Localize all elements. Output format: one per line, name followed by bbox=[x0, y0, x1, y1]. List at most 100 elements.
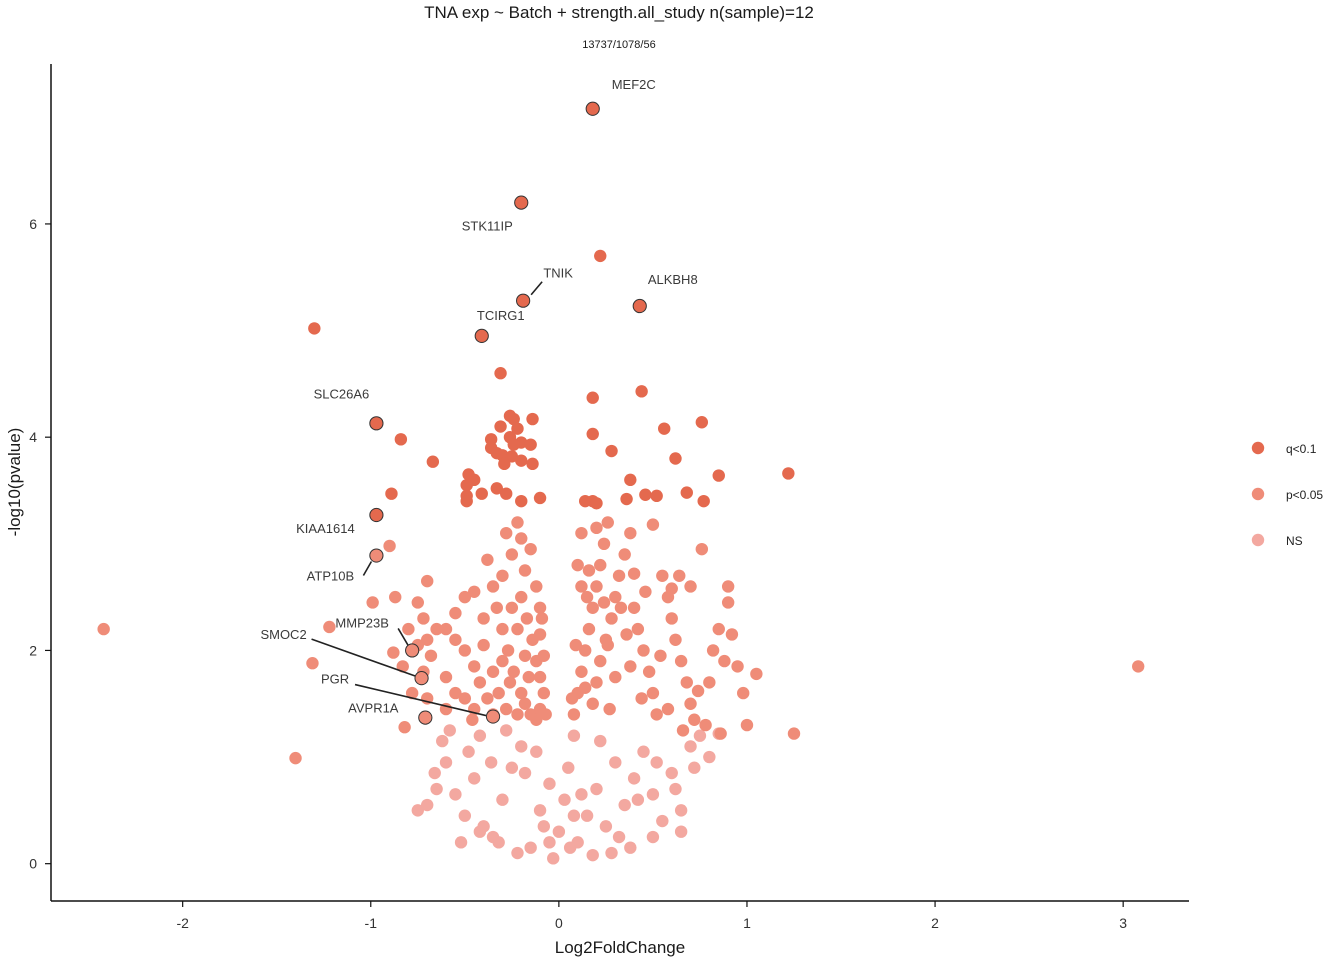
data-point bbox=[518, 649, 532, 662]
data-point bbox=[624, 526, 637, 540]
y-axis-label: -log10(pvalue) bbox=[5, 428, 24, 537]
data-point bbox=[669, 452, 682, 465]
data-point bbox=[518, 564, 532, 577]
x-tick-label: -2 bbox=[176, 915, 189, 931]
data-point bbox=[420, 633, 434, 646]
data-point bbox=[511, 516, 524, 529]
data-point bbox=[505, 761, 519, 774]
data-point bbox=[586, 391, 599, 404]
data-point bbox=[411, 804, 424, 817]
data-point bbox=[496, 569, 509, 582]
data-point bbox=[530, 713, 543, 726]
data-point bbox=[680, 486, 693, 499]
data-point bbox=[430, 622, 443, 636]
data-point bbox=[511, 622, 524, 636]
data-point bbox=[575, 665, 588, 678]
data-point bbox=[731, 660, 744, 673]
labeled-gene-point bbox=[369, 416, 384, 431]
data-point bbox=[289, 751, 302, 765]
data-point bbox=[665, 766, 678, 780]
x-axis-ticks: -2 -1 0 1 2 3 bbox=[176, 901, 1127, 931]
data-point bbox=[533, 601, 547, 614]
labeled-gene-point bbox=[418, 710, 433, 725]
data-point bbox=[631, 793, 645, 806]
data-point bbox=[500, 702, 513, 716]
callout-line bbox=[354, 683, 487, 717]
data-point bbox=[680, 676, 693, 689]
data-point bbox=[605, 444, 618, 458]
legend-label-p: p<0.05 bbox=[1286, 488, 1323, 502]
data-point bbox=[490, 601, 503, 614]
data-point bbox=[620, 628, 633, 641]
data-point bbox=[699, 718, 712, 732]
data-point bbox=[695, 542, 709, 556]
data-point bbox=[385, 487, 398, 500]
data-point bbox=[627, 567, 641, 580]
callout-line bbox=[311, 638, 416, 677]
labeled-gene-point bbox=[414, 671, 429, 686]
data-point bbox=[428, 766, 441, 780]
data-point bbox=[691, 684, 705, 698]
data-point bbox=[477, 638, 490, 652]
data-point bbox=[594, 654, 607, 668]
data-point bbox=[500, 487, 513, 500]
data-point bbox=[458, 590, 472, 604]
data-point bbox=[524, 542, 537, 556]
data-point bbox=[646, 686, 660, 700]
data-point bbox=[646, 830, 660, 844]
data-point bbox=[439, 670, 453, 684]
data-point bbox=[533, 491, 547, 505]
y-tick-label: 2 bbox=[29, 642, 37, 658]
data-point bbox=[575, 788, 588, 801]
data-point bbox=[614, 601, 628, 614]
data-point bbox=[537, 820, 551, 833]
data-point bbox=[580, 590, 594, 604]
gene-label: AVPR1A bbox=[348, 701, 399, 716]
data-point bbox=[688, 761, 701, 774]
data-point bbox=[721, 596, 735, 609]
data-point bbox=[624, 473, 637, 487]
data-point bbox=[515, 532, 528, 545]
legend-swatch-p bbox=[1251, 487, 1265, 501]
data-point bbox=[484, 756, 498, 769]
callout-line bbox=[362, 561, 373, 576]
data-point bbox=[543, 777, 556, 790]
data-point bbox=[535, 612, 549, 625]
data-point bbox=[712, 469, 725, 482]
data-point bbox=[308, 322, 321, 335]
legend-label-q: q<0.1 bbox=[1286, 442, 1317, 456]
data-point bbox=[515, 686, 528, 700]
data-point bbox=[637, 745, 650, 758]
data-point bbox=[458, 692, 472, 705]
data-point bbox=[543, 836, 556, 849]
data-point bbox=[558, 793, 571, 806]
data-point bbox=[590, 676, 603, 689]
data-point bbox=[586, 848, 599, 862]
data-point bbox=[552, 825, 566, 838]
gene-label: PGR bbox=[321, 672, 349, 687]
labeled-gene-point bbox=[485, 709, 501, 724]
data-point bbox=[468, 772, 481, 785]
data-point bbox=[603, 702, 616, 716]
data-point bbox=[706, 644, 720, 657]
data-point bbox=[601, 516, 614, 529]
data-point bbox=[511, 846, 524, 860]
data-point bbox=[306, 657, 319, 670]
legend-swatch-q bbox=[1251, 441, 1265, 455]
data-point bbox=[507, 438, 520, 451]
data-point bbox=[475, 487, 488, 500]
data-point bbox=[443, 724, 456, 737]
data-point bbox=[703, 750, 716, 764]
labeled-gene-point bbox=[585, 101, 600, 116]
data-point bbox=[586, 697, 599, 710]
data-point bbox=[405, 686, 419, 700]
data-point bbox=[507, 412, 520, 426]
data-point bbox=[575, 526, 588, 540]
gene-label: MEF2C bbox=[612, 77, 656, 92]
data-point bbox=[624, 660, 637, 673]
data-point bbox=[505, 450, 519, 463]
data-point bbox=[624, 841, 637, 854]
data-point bbox=[669, 633, 682, 646]
data-point bbox=[737, 686, 750, 700]
